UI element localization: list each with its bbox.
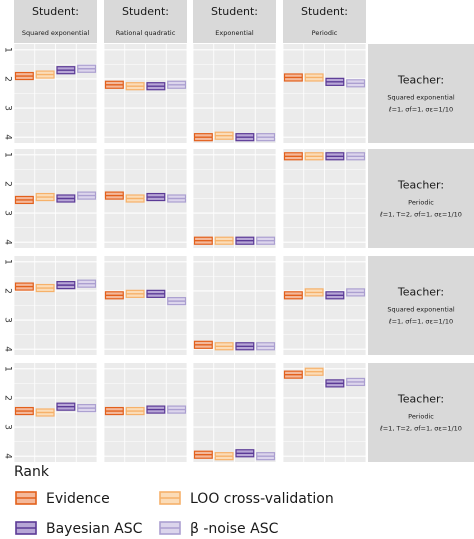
student-strip-3: Student: Exponential (193, 0, 276, 43)
teacher-title: Teacher: (397, 286, 444, 299)
y-tick-label: 4 (3, 346, 13, 352)
panel-r2-c3 (192, 149, 277, 248)
panel-r3-c4 (282, 256, 367, 355)
student-title: Student: (301, 5, 348, 18)
y-tick-label: 3 (3, 317, 13, 323)
strip-background (104, 0, 187, 43)
student-title: Student: (211, 5, 258, 18)
teacher-strip-2: Teacher: Periodic ℓ=1, T=2, σf=1, σε=1/10 (368, 149, 474, 248)
student-strips: Student: Squared exponential Student: Ratio… (14, 0, 366, 43)
panel-r1-c1 (13, 44, 98, 143)
panel-r2-c4 (282, 149, 367, 248)
y-tick-label: 1 (3, 366, 13, 372)
student-subtitle: Rational quadratic (116, 29, 176, 37)
teacher-title: Teacher: (397, 74, 444, 87)
panel-r1-c2 (103, 44, 188, 143)
y-tick-label: 2 (3, 395, 13, 401)
panel-r1-c3 (192, 44, 277, 143)
y-tick-label: 2 (3, 288, 13, 294)
strip-background (368, 44, 474, 143)
student-strip-4: Student: Periodic (283, 0, 366, 43)
y-tick-label: 3 (3, 424, 13, 430)
panel-r4-c2 (103, 363, 188, 462)
y-tick-label: 4 (3, 239, 13, 245)
y-tick-label: 1 (3, 47, 13, 53)
student-subtitle: Exponential (215, 29, 254, 37)
legend-item: Evidence (15, 491, 110, 507)
y-tick-label: 4 (3, 453, 13, 459)
teacher-subtitle: Periodic (408, 199, 434, 207)
panel-r2-c1 (13, 149, 98, 248)
legend-item: β -noise ASC (159, 521, 279, 537)
strip-background (193, 0, 276, 43)
y-tick-labels: 1 2 3 4 1 2 3 4 1 2 3 4 1 2 3 4 (3, 47, 13, 459)
strip-background (368, 256, 474, 355)
y-tick-label: 4 (3, 134, 13, 140)
panel-r1-c4 (282, 44, 367, 143)
teacher-strips: Teacher: Squared exponential ℓ=1, σf=1, σε… (368, 44, 474, 462)
teacher-params: ℓ=1, T=2, σf=1, σε=1/10 (380, 425, 462, 433)
legend-item: Bayesian ASC (15, 521, 143, 537)
teacher-subtitle: Periodic (408, 413, 434, 421)
panels (13, 44, 367, 462)
student-strip-2: Student: Rational quadratic (104, 0, 187, 43)
student-title: Student: (32, 5, 79, 18)
legend-title: Rank (14, 464, 50, 480)
y-tick-label: 1 (3, 152, 13, 158)
teacher-strip-3: Teacher: Squared exponential ℓ=1, σf=1, σε… (368, 256, 474, 355)
teacher-params: ℓ=1, σf=1, σε=1/10 (389, 106, 453, 114)
teacher-title: Teacher: (397, 179, 444, 192)
y-tick-label: 3 (3, 210, 13, 216)
panel-r4-c1 (13, 363, 98, 462)
legend-label: Evidence (46, 491, 110, 507)
strip-background (368, 149, 474, 248)
legend-label: Bayesian ASC (46, 521, 143, 537)
panel-r4-c4 (282, 363, 367, 462)
y-tick-label: 3 (3, 105, 13, 111)
panel-r2-c2 (103, 149, 188, 248)
legend-item: LOO cross-validation (159, 491, 334, 507)
teacher-strip-4: Teacher: Periodic ℓ=1, T=2, σf=1, σε=1/10 (368, 363, 474, 462)
student-title: Student: (122, 5, 169, 18)
y-tick-label: 2 (3, 181, 13, 187)
teacher-subtitle: Squared exponential (387, 94, 454, 102)
legend-label: β -noise ASC (190, 521, 279, 537)
strip-background (368, 363, 474, 462)
legend-label: LOO cross-validation (190, 491, 334, 507)
panel-r4-c3 (192, 363, 277, 462)
panel-r3-c1 (13, 256, 98, 355)
panel-r3-c3 (192, 256, 277, 355)
teacher-params: ℓ=1, T=2, σf=1, σε=1/10 (380, 211, 462, 219)
teacher-subtitle: Squared exponential (387, 306, 454, 314)
legend: Rank Evidence LOO cross-validation Bayesian… (14, 464, 334, 537)
strip-background (14, 0, 97, 43)
y-tick-label: 2 (3, 76, 13, 82)
student-subtitle: Periodic (312, 29, 338, 37)
teacher-strip-1: Teacher: Squared exponential ℓ=1, σf=1, σε… (368, 44, 474, 143)
teacher-title: Teacher: (397, 393, 444, 406)
strip-background (283, 0, 366, 43)
student-subtitle: Squared exponential (22, 29, 89, 37)
y-tick-label: 1 (3, 259, 13, 265)
panel-r3-c2 (103, 256, 188, 355)
student-strip-1: Student: Squared exponential (14, 0, 97, 43)
teacher-params: ℓ=1, σf=1, σε=1/10 (389, 318, 453, 326)
